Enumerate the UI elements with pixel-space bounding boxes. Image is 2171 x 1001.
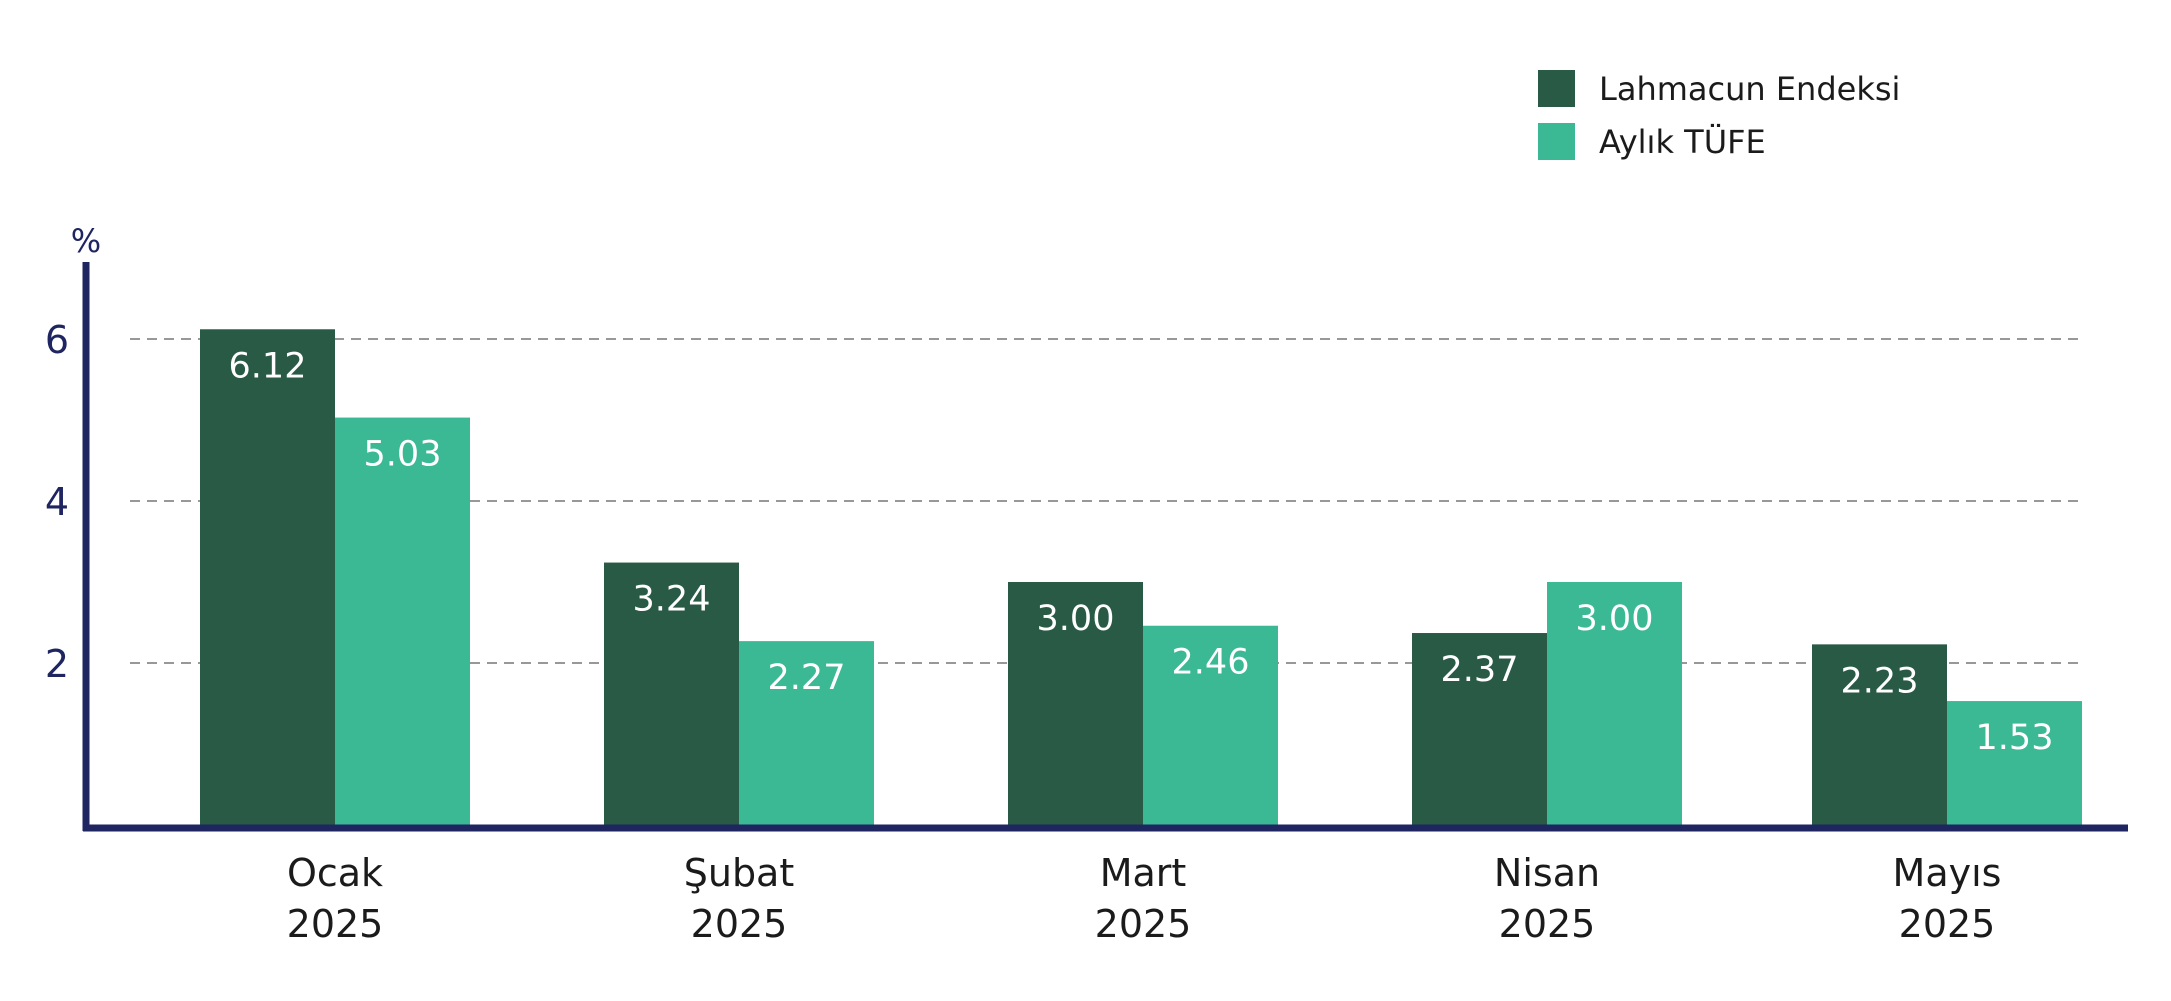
x-tick-label-line: Mayıs bbox=[1893, 851, 2002, 895]
category-labels: Ocak 2025 Şubat 2025 Mart 2025 Nisan 2025 Mayıs 2… bbox=[287, 851, 2002, 946]
bar-value-label: 6.12 bbox=[229, 346, 307, 386]
bar-value-label: 2.37 bbox=[1441, 650, 1519, 690]
bar bbox=[739, 641, 874, 825]
x-tick-label-line: Mart bbox=[1100, 851, 1187, 895]
x-tick-label-line: 2025 bbox=[1499, 902, 1596, 946]
x-tick-label-line: 2025 bbox=[287, 902, 384, 946]
x-tick-label-line: 2025 bbox=[691, 902, 788, 946]
x-tick-label: Ocak 2025 bbox=[287, 851, 384, 946]
x-tick-label: Şubat 2025 bbox=[684, 851, 795, 946]
bar-value-label: 3.00 bbox=[1576, 599, 1654, 639]
legend-swatch bbox=[1538, 123, 1575, 160]
x-tick-label: Mayıs 2025 bbox=[1893, 851, 2002, 946]
value-labels: 6.12 3.24 3.00 2.37 2.23 5.03 2.27 2.46 3.00 1.53 bbox=[229, 346, 2054, 758]
legend-swatch bbox=[1538, 70, 1575, 107]
bar-value-label: 1.53 bbox=[1976, 718, 2054, 758]
bar bbox=[1143, 625, 1278, 825]
y-tick-labels: 2 4 6 bbox=[45, 318, 69, 686]
y-tick-label: 6 bbox=[45, 318, 69, 362]
bar bbox=[1547, 582, 1682, 825]
bar-value-label: 3.00 bbox=[1037, 599, 1115, 639]
axes: % bbox=[71, 222, 2128, 832]
legend-label: Lahmacun Endeksi bbox=[1599, 70, 1900, 108]
x-tick-label-line: 2025 bbox=[1095, 902, 1192, 946]
legend-label: Aylık TÜFE bbox=[1599, 123, 1766, 161]
x-tick-label: Mart 2025 bbox=[1095, 851, 1192, 946]
y-axis-unit: % bbox=[71, 222, 101, 260]
bar bbox=[1412, 633, 1547, 825]
legend: Lahmacun Endeksi Aylık TÜFE bbox=[1538, 70, 1900, 161]
bar bbox=[1947, 701, 2082, 825]
bars bbox=[200, 329, 2082, 825]
x-tick-label-line: Nisan bbox=[1494, 851, 1600, 895]
y-tick-label: 2 bbox=[45, 642, 69, 686]
x-tick-label: Nisan 2025 bbox=[1494, 851, 1600, 946]
bar-value-label: 3.24 bbox=[633, 580, 711, 620]
y-tick-label: 4 bbox=[45, 480, 69, 524]
bar-value-label: 2.27 bbox=[768, 658, 846, 698]
bar-value-label: 2.46 bbox=[1172, 643, 1250, 683]
x-tick-label-line: 2025 bbox=[1899, 902, 1996, 946]
bar bbox=[1008, 582, 1143, 825]
bar bbox=[200, 329, 335, 825]
bar bbox=[1812, 644, 1947, 825]
bar-value-label: 2.23 bbox=[1841, 661, 1919, 701]
x-tick-label-line: Şubat bbox=[684, 851, 795, 895]
bar-value-label: 5.03 bbox=[364, 435, 442, 475]
bar bbox=[604, 562, 739, 825]
bar bbox=[335, 417, 470, 825]
x-tick-label-line: Ocak bbox=[287, 851, 383, 895]
